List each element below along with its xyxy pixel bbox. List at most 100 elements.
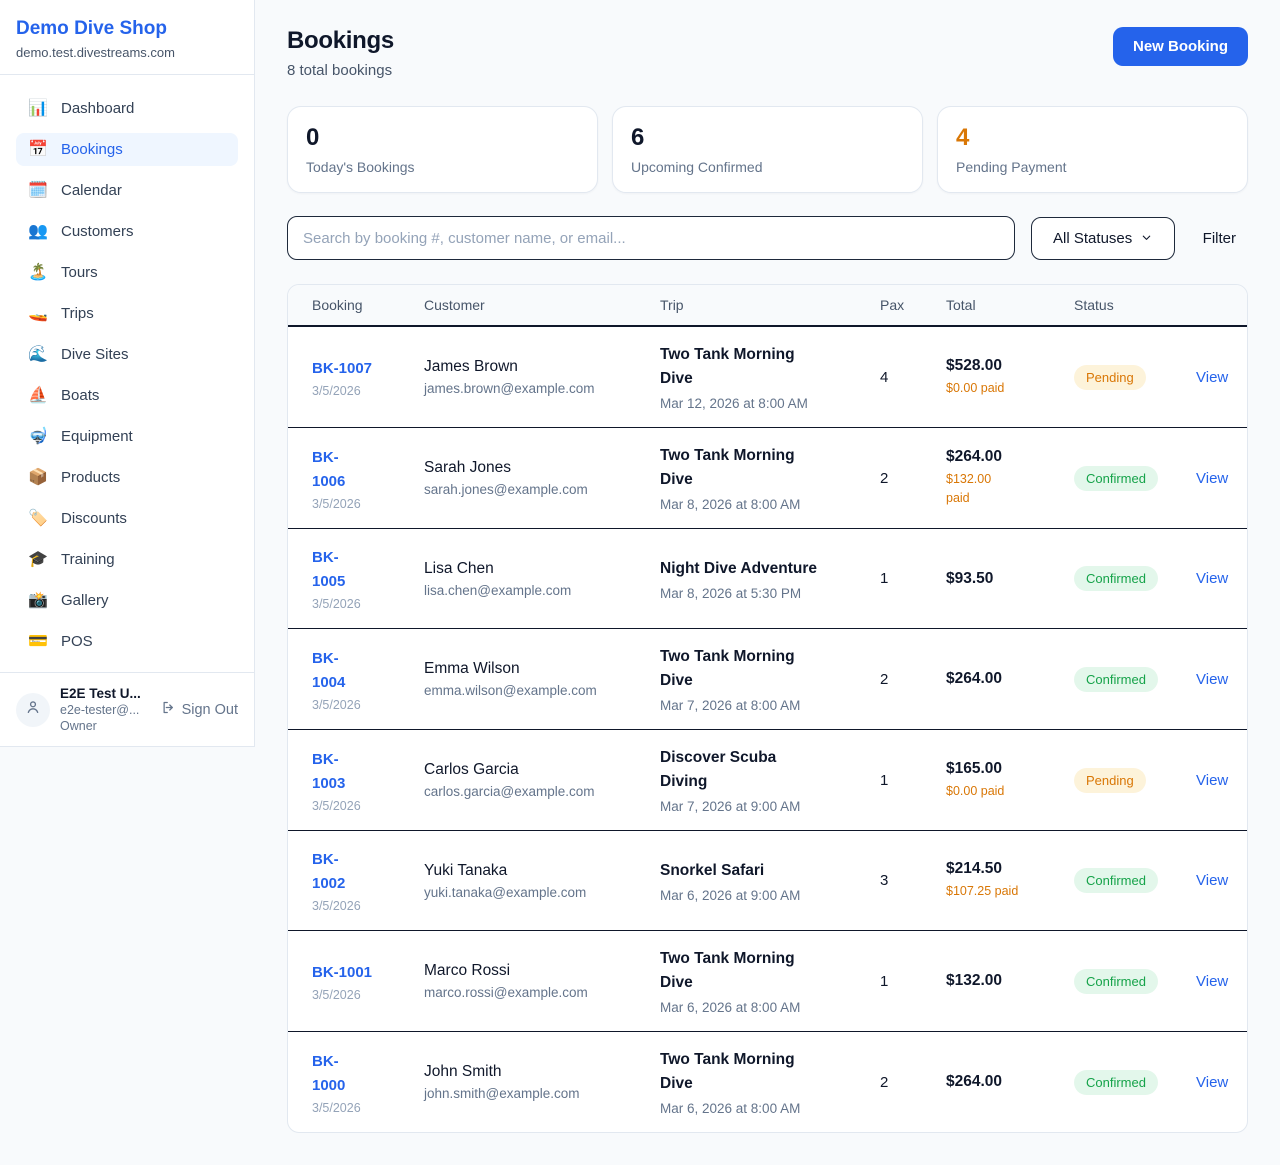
status-badge: Pending <box>1074 767 1146 793</box>
wave-icon: 🌊 <box>28 345 48 363</box>
new-booking-button[interactable]: New Booking <box>1112 27 1248 66</box>
pax-count: 4 <box>880 368 889 386</box>
search-input[interactable] <box>287 216 1015 260</box>
sidebar-item-training[interactable]: 🎓 Training <box>16 543 238 576</box>
view-link[interactable]: View <box>1196 872 1229 890</box>
view-link[interactable]: View <box>1196 469 1229 487</box>
trip-datetime: Mar 6, 2026 at 8:00 AM <box>660 1101 801 1117</box>
total-amount: $165.00 <box>946 759 1003 777</box>
page-title: Bookings <box>287 27 394 54</box>
camera-icon: 📸 <box>28 591 48 609</box>
customer-cell: Emma Wilson emma.wilson@example.com <box>424 660 660 698</box>
people-icon: 👥 <box>28 222 48 240</box>
sidebar-item-trips[interactable]: 🚤 Trips <box>16 297 238 330</box>
sidebar-item-dive-sites[interactable]: 🌊 Dive Sites <box>16 338 238 371</box>
pax-count: 2 <box>880 469 889 487</box>
customer-email: emma.wilson@example.com <box>424 683 597 699</box>
status-badge: Pending <box>1074 364 1146 390</box>
total-amount: $214.50 <box>946 860 1003 878</box>
total-cell: $214.50 $107.25 paid <box>946 860 1074 901</box>
booking-cell: BK- 1004 3/5/2026 <box>312 647 424 712</box>
table-row: BK- 1000 3/5/2026 John Smith john.smith@exa… <box>288 1032 1247 1132</box>
stats-row: 0 Today's Bookings 6 Upcoming Confirmed 4 Pen… <box>287 106 1248 193</box>
customer-cell: Marco Rossi marco.rossi@example.com <box>424 962 660 1000</box>
column-header-trip: Trip <box>660 297 684 313</box>
stat-card: 4 Pending Payment <box>937 106 1248 193</box>
table-row: BK-1007 3/5/2026 James Brown james.brown@ex… <box>288 327 1247 429</box>
booking-id-link[interactable]: BK- 1000 <box>312 1052 346 1094</box>
booking-id-link[interactable]: BK- 1005 <box>312 549 346 591</box>
sidebar-item-calendar[interactable]: 🗓️ Calendar <box>16 174 238 207</box>
user-name: E2E Test U... <box>60 686 141 701</box>
view-link[interactable]: View <box>1196 972 1229 990</box>
booking-cell: BK- 1002 3/5/2026 <box>312 848 424 913</box>
graduation-cap-icon: 🎓 <box>28 550 48 568</box>
booking-date: 3/5/2026 <box>312 987 361 1002</box>
view-link[interactable]: View <box>1196 670 1229 688</box>
sidebar-item-pos[interactable]: 💳 POS <box>16 625 238 658</box>
main-content: Bookings 8 total bookings New Booking 0 T… <box>255 0 1280 1165</box>
customer-email: lisa.chen@example.com <box>424 582 572 598</box>
view-link[interactable]: View <box>1196 771 1229 789</box>
table-header: Booking Customer Trip Pax Total Status <box>288 285 1247 327</box>
sidebar-item-tours[interactable]: 🏝️ Tours <box>16 256 238 289</box>
sidebar-item-label: Dive Sites <box>61 346 129 363</box>
trip-datetime: Mar 6, 2026 at 9:00 AM <box>660 887 801 903</box>
sidebar-item-label: Trips <box>61 305 94 322</box>
customer-name: Yuki Tanaka <box>424 861 508 879</box>
sidebar-item-dashboard[interactable]: 📊 Dashboard <box>16 92 238 125</box>
customer-email: james.brown@example.com <box>424 381 595 397</box>
filter-button[interactable]: Filter <box>1191 230 1248 247</box>
customer-cell: James Brown james.brown@example.com <box>424 358 660 396</box>
status-cell: Confirmed <box>1074 1069 1196 1095</box>
sidebar-item-bookings[interactable]: 📅 Bookings <box>16 133 238 166</box>
user-email: e2e-tester@... <box>60 703 140 717</box>
sidebar-item-equipment[interactable]: 🤿 Equipment <box>16 420 238 453</box>
status-select[interactable]: All Statuses <box>1030 216 1175 260</box>
booking-id-link[interactable]: BK- 1002 <box>312 851 346 893</box>
view-link[interactable]: View <box>1196 570 1229 588</box>
view-link[interactable]: View <box>1196 1073 1229 1091</box>
booking-date: 3/5/2026 <box>312 496 361 511</box>
total-cell: $264.00 <box>946 670 1074 688</box>
pax-count: 3 <box>880 872 889 890</box>
booking-id-link[interactable]: BK- 1004 <box>312 649 346 691</box>
booking-id-link[interactable]: BK-1001 <box>312 963 373 981</box>
trip-datetime: Mar 7, 2026 at 8:00 AM <box>660 698 801 714</box>
sidebar-item-label: Equipment <box>61 428 133 445</box>
booking-cell: BK- 1006 3/5/2026 <box>312 446 424 511</box>
sidebar-item-boats[interactable]: ⛵ Boats <box>16 379 238 412</box>
pax-count: 1 <box>880 972 889 990</box>
customer-cell: Carlos Garcia carlos.garcia@example.com <box>424 761 660 799</box>
booking-date: 3/5/2026 <box>312 899 361 914</box>
actions-cell: View <box>1196 872 1228 889</box>
trip-datetime: Mar 6, 2026 at 8:00 AM <box>660 1000 801 1016</box>
sidebar-item-products[interactable]: 📦 Products <box>16 461 238 494</box>
table-row: BK- 1004 3/5/2026 Emma Wilson emma.wilson@e… <box>288 629 1247 731</box>
customer-email: john.smith@example.com <box>424 1086 580 1102</box>
pax-count: 1 <box>880 771 889 789</box>
status-cell: Pending <box>1074 364 1196 390</box>
view-link[interactable]: View <box>1196 368 1229 386</box>
sidebar-item-label: Calendar <box>61 182 122 199</box>
booking-id-link[interactable]: BK- 1006 <box>312 448 346 490</box>
actions-cell: View <box>1196 772 1228 789</box>
booking-id-link[interactable]: BK- 1003 <box>312 750 346 792</box>
sidebar-item-gallery[interactable]: 📸 Gallery <box>16 584 238 617</box>
sidebar-item-label: Boats <box>61 387 100 404</box>
booking-date: 3/5/2026 <box>312 697 361 712</box>
pax-count: 2 <box>880 1073 889 1091</box>
sidebar-item-label: Products <box>61 469 121 486</box>
sidebar-item-customers[interactable]: 👥 Customers <box>16 215 238 248</box>
pax-count: 2 <box>880 670 889 688</box>
trip-datetime: Mar 8, 2026 at 8:00 AM <box>660 497 801 513</box>
label-tag-icon: 🏷️ <box>28 509 48 527</box>
sidebar-item-label: Bookings <box>61 141 123 158</box>
user-area: E2E Test U... e2e-tester@... Owner Sign … <box>0 672 254 746</box>
booking-cell: BK- 1000 3/5/2026 <box>312 1050 424 1115</box>
booking-id-link[interactable]: BK-1007 <box>312 359 373 377</box>
sidebar-item-discounts[interactable]: 🏷️ Discounts <box>16 502 238 535</box>
customer-cell: John Smith john.smith@example.com <box>424 1063 660 1101</box>
trip-cell: Two Tank Morning Dive Mar 7, 2026 at 8:00… <box>660 645 880 713</box>
sign-out-button[interactable]: Sign Out <box>161 700 238 719</box>
